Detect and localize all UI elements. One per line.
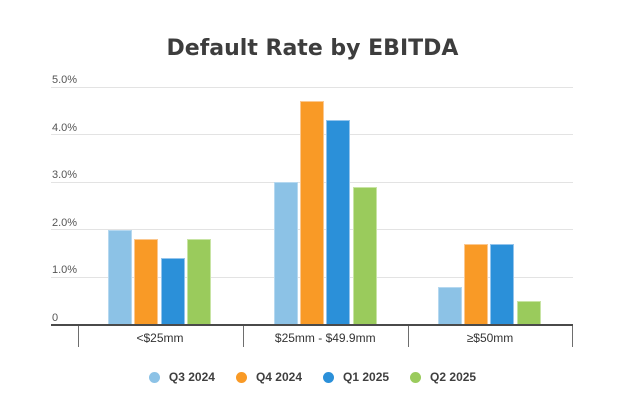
y-axis-label: 4.0% bbox=[52, 121, 78, 134]
y-axis-label: 0 bbox=[52, 312, 59, 324]
chart-bar[interactable] bbox=[437, 286, 462, 325]
y-axis-label: 3.0% bbox=[52, 169, 78, 182]
chart-bar[interactable] bbox=[273, 182, 298, 325]
legend-swatch-icon bbox=[235, 371, 247, 383]
legend-label: Q1 2025 bbox=[343, 369, 390, 384]
legend-item-q3-2024[interactable]: Q3 2024 bbox=[148, 369, 215, 384]
chart-bar[interactable] bbox=[108, 229, 132, 325]
x-axis-tick bbox=[408, 326, 409, 347]
chart-bar[interactable] bbox=[187, 239, 212, 325]
chart-title: Default Rate by EBITDA bbox=[166, 36, 459, 61]
legend-label: Q3 2024 bbox=[168, 369, 215, 384]
legend: Q3 2024 Q4 2024 Q1 2025 Q2 2025 bbox=[0, 367, 625, 387]
chart-bar[interactable] bbox=[326, 120, 351, 325]
x-axis-category-label: $25mm - $49.9mm bbox=[274, 331, 376, 345]
legend-item-q1-2025[interactable]: Q1 2025 bbox=[323, 369, 390, 384]
x-axis-line bbox=[51, 324, 573, 326]
chart-bar[interactable] bbox=[134, 239, 159, 325]
legend-label: Q4 2024 bbox=[255, 369, 302, 384]
chart-bar[interactable] bbox=[160, 258, 185, 325]
chart-bar[interactable] bbox=[464, 244, 489, 325]
x-axis-category-label: <$25mm bbox=[136, 331, 184, 345]
chart-bar[interactable] bbox=[516, 301, 541, 325]
gridline bbox=[51, 86, 573, 88]
chart-bar[interactable] bbox=[352, 186, 377, 325]
x-axis-tick bbox=[242, 326, 244, 347]
legend-swatch-icon bbox=[323, 371, 334, 383]
y-axis-label: 1.0% bbox=[52, 264, 78, 277]
legend-item-q2-2025[interactable]: Q2 2025 bbox=[410, 369, 477, 384]
x-axis-tick bbox=[572, 326, 573, 347]
legend-label: Q2 2025 bbox=[430, 369, 477, 384]
chart-bar[interactable] bbox=[490, 244, 515, 325]
chart-bar[interactable] bbox=[300, 101, 325, 325]
legend-item-q4-2024[interactable]: Q4 2024 bbox=[235, 369, 302, 384]
y-axis-label: 2.0% bbox=[52, 216, 78, 229]
x-axis-category-label: ≥$50mm bbox=[466, 331, 514, 345]
legend-swatch-icon bbox=[410, 371, 422, 383]
y-axis-label: 5.0% bbox=[52, 74, 78, 86]
legend-swatch-icon bbox=[148, 371, 160, 383]
x-axis-tick bbox=[77, 326, 79, 347]
